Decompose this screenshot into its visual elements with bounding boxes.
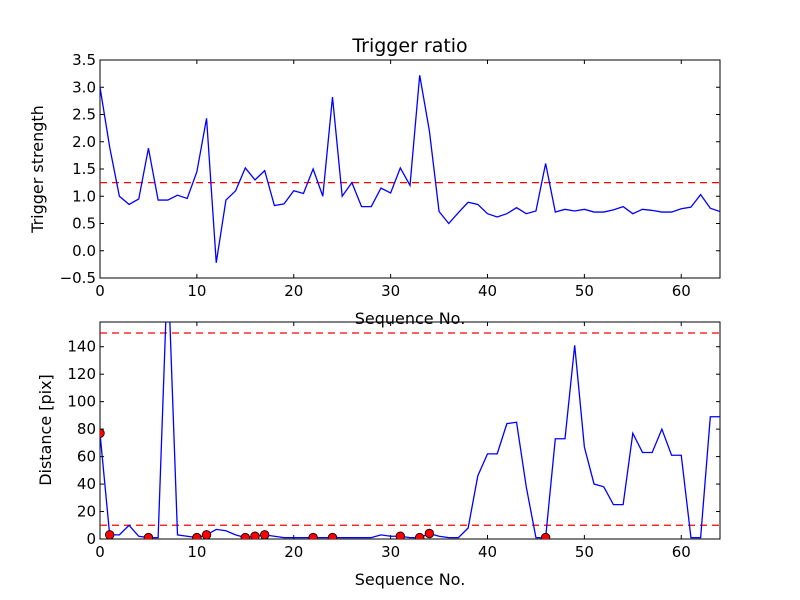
y-tick-label: −0.5 bbox=[60, 269, 96, 287]
data-marker bbox=[424, 528, 435, 539]
data-marker bbox=[395, 531, 406, 539]
y-tick-label: 0 bbox=[86, 530, 96, 548]
series-line bbox=[100, 75, 720, 263]
x-tick-label: 20 bbox=[284, 543, 303, 561]
y-tick-label: 120 bbox=[67, 365, 96, 383]
distance-chart: 0 10 20 30 40 50 60 0 20 40 60 80 100 120 140 Sequence… bbox=[36, 321, 721, 589]
x-tick-label: 10 bbox=[187, 282, 206, 300]
x-axis-label: Sequence No. bbox=[355, 570, 466, 589]
x-tick-label: 0 bbox=[95, 282, 105, 300]
y-tick-label: 3.5 bbox=[72, 51, 96, 69]
x-tick-label: 40 bbox=[478, 282, 497, 300]
data-marker bbox=[240, 532, 251, 539]
x-tick-label: 60 bbox=[672, 543, 691, 561]
data-marker bbox=[201, 530, 212, 539]
y-tick-label: 140 bbox=[67, 338, 96, 356]
y-tick-label: 60 bbox=[77, 448, 96, 466]
y-tick-label: 1.0 bbox=[72, 187, 96, 205]
y-tick-label: 20 bbox=[77, 503, 96, 521]
y-tick-label: 2.0 bbox=[72, 133, 96, 151]
data-marker bbox=[327, 532, 338, 539]
x-tick-label: 0 bbox=[95, 543, 105, 561]
plot-frame bbox=[99, 59, 721, 279]
x-tick-label: 30 bbox=[381, 282, 400, 300]
y-axis-label: Distance [pix] bbox=[36, 374, 55, 486]
y-tick-label: 3.0 bbox=[72, 78, 96, 96]
series-line bbox=[100, 322, 720, 539]
data-marker bbox=[259, 530, 270, 539]
y-tick-label: 1.5 bbox=[72, 160, 96, 178]
y-axis-label: Trigger strength bbox=[28, 105, 47, 234]
x-tick-label: 30 bbox=[381, 543, 400, 561]
y-tick-label: 80 bbox=[77, 420, 96, 438]
trigger-ratio-chart: Trigger ratio 0 10 20 30 40 50 60 −0.5 0.0 0.5 1.0… bbox=[28, 35, 721, 328]
data-marker bbox=[143, 532, 154, 539]
data-marker bbox=[414, 532, 425, 539]
x-tick-label: 40 bbox=[478, 543, 497, 561]
x-tick-label: 60 bbox=[672, 282, 691, 300]
y-tick-label: 40 bbox=[77, 475, 96, 493]
y-tick-label: 0.5 bbox=[72, 215, 96, 233]
x-tick-label: 20 bbox=[284, 282, 303, 300]
data-marker bbox=[100, 428, 105, 438]
data-marker bbox=[540, 532, 551, 539]
plot-frame bbox=[99, 321, 721, 540]
x-tick-label: 50 bbox=[575, 282, 594, 300]
data-marker bbox=[250, 531, 260, 539]
data-marker bbox=[192, 532, 202, 539]
x-tick-label: 10 bbox=[187, 543, 206, 561]
x-axis-label: Sequence No. bbox=[355, 309, 466, 328]
x-tick-label: 50 bbox=[575, 543, 594, 561]
y-tick-label: 100 bbox=[67, 393, 96, 411]
data-marker bbox=[104, 530, 115, 539]
data-marker bbox=[308, 532, 318, 539]
chart-title: Trigger ratio bbox=[351, 35, 467, 57]
y-tick-label: 0.0 bbox=[72, 242, 96, 260]
y-tick-label: 2.5 bbox=[72, 106, 96, 124]
